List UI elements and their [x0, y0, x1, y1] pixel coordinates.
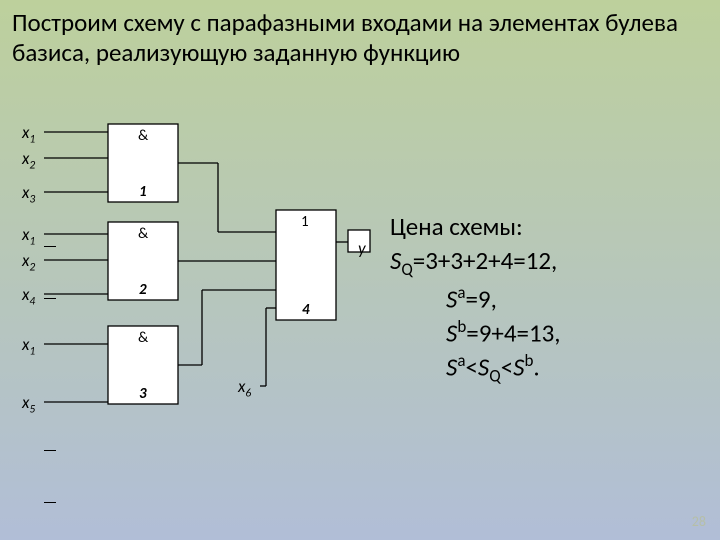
output-y: y — [358, 238, 366, 259]
svg-text:&: & — [138, 127, 149, 145]
input-x2bar-1: x2 — [22, 148, 35, 172]
svg-text:1: 1 — [301, 213, 309, 231]
cost-line2: SQ=3+3+2+4=12, — [390, 244, 705, 282]
input-x3: x3 — [22, 182, 35, 206]
input-x1bar-3: x1 — [22, 334, 35, 358]
input-x4bar: x4 — [22, 284, 35, 308]
input-x1bar-1: x1 — [22, 122, 35, 146]
cost-text: Цена схемы: SQ=3+3+2+4=12, Sa=9, Sb=9+4=… — [390, 210, 705, 388]
svg-text:2: 2 — [139, 281, 147, 299]
cost-line3: Sa=9, — [446, 282, 705, 316]
svg-text:1: 1 — [139, 183, 147, 201]
cost-line5: Sa<SQ<Sb. — [446, 350, 705, 388]
input-x2bar-2: x2 — [22, 250, 35, 274]
svg-text:4: 4 — [302, 301, 310, 319]
input-x1bar-2: x1 — [22, 224, 35, 248]
page-number: 28 — [692, 513, 706, 530]
svg-text:&: & — [138, 329, 149, 347]
input-x6bar: x6 — [238, 376, 251, 400]
svg-text:&: & — [138, 225, 149, 243]
svg-text:3: 3 — [139, 385, 147, 403]
cost-line1: Цена схемы: — [390, 210, 705, 244]
cost-line4: Sb=9+4=13, — [446, 316, 705, 350]
input-x5: x5 — [22, 392, 35, 416]
